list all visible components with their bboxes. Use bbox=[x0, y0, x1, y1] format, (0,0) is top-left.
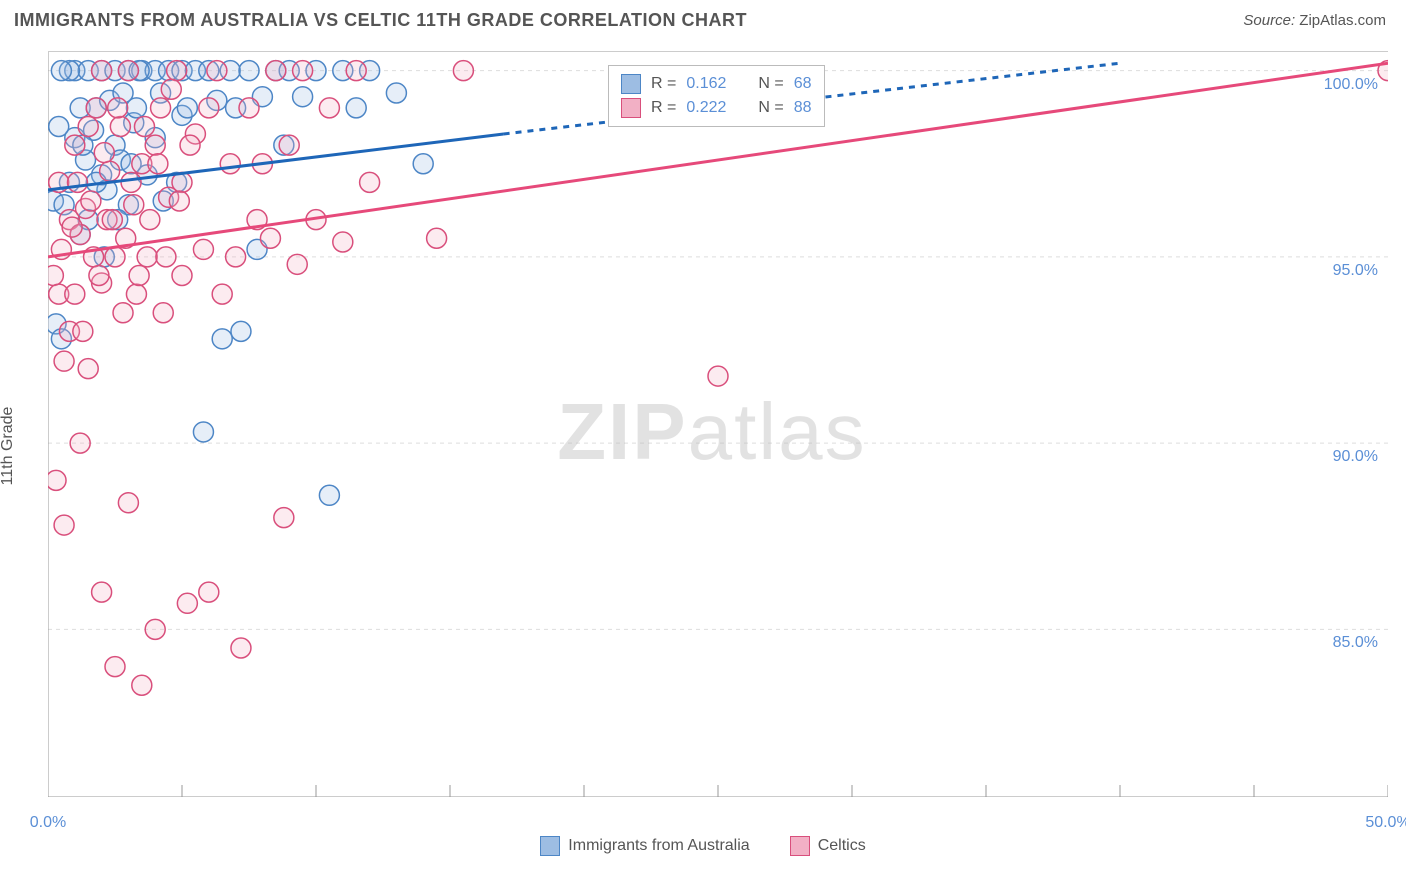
source-attribution: Source: ZipAtlas.com bbox=[1243, 12, 1386, 29]
legend-label: Immigrants from Australia bbox=[568, 837, 749, 855]
bottom-legend: Immigrants from Australia Celtics bbox=[0, 836, 1406, 856]
n-value: 88 bbox=[794, 99, 812, 117]
y-axis-label: 11th Grade bbox=[0, 407, 17, 486]
r-value: 0.222 bbox=[686, 99, 726, 117]
chart-header: IMMIGRANTS FROM AUSTRALIA VS CELTIC 11TH… bbox=[0, 0, 1406, 41]
legend-label: Celtics bbox=[818, 837, 866, 855]
n-value: 68 bbox=[794, 75, 812, 93]
legend-swatch bbox=[540, 836, 560, 856]
scatter-plot bbox=[48, 51, 1388, 797]
x-tick-label: 50.0% bbox=[1365, 814, 1406, 832]
legend-item: Immigrants from Australia bbox=[540, 836, 749, 856]
y-tick-label: 95.0% bbox=[1308, 262, 1378, 280]
n-label: N = bbox=[758, 75, 783, 93]
r-label: R = bbox=[651, 75, 676, 93]
r-label: R = bbox=[651, 99, 676, 117]
y-tick-label: 90.0% bbox=[1308, 448, 1378, 466]
stats-row: R = 0.222 N = 88 bbox=[621, 96, 812, 120]
series-swatch bbox=[621, 98, 641, 118]
source-value: ZipAtlas.com bbox=[1299, 12, 1386, 29]
correlation-stats-box: R = 0.162 N = 68 R = 0.222 N = 88 bbox=[608, 65, 825, 127]
y-tick-label: 85.0% bbox=[1308, 634, 1378, 652]
source-label: Source: bbox=[1243, 12, 1295, 29]
x-tick-label: 0.0% bbox=[30, 814, 66, 832]
chart-area: 11th Grade ZIPatlas R =0.162N =68R =0.22… bbox=[0, 41, 1406, 851]
legend-swatch bbox=[790, 836, 810, 856]
n-label: N = bbox=[758, 99, 783, 117]
y-tick-label: 100.0% bbox=[1308, 76, 1378, 94]
stats-row: R = 0.162 N = 68 bbox=[621, 72, 812, 96]
chart-title: IMMIGRANTS FROM AUSTRALIA VS CELTIC 11TH… bbox=[14, 10, 747, 31]
legend-item: Celtics bbox=[790, 836, 866, 856]
series-swatch bbox=[621, 74, 641, 94]
r-value: 0.162 bbox=[686, 75, 726, 93]
